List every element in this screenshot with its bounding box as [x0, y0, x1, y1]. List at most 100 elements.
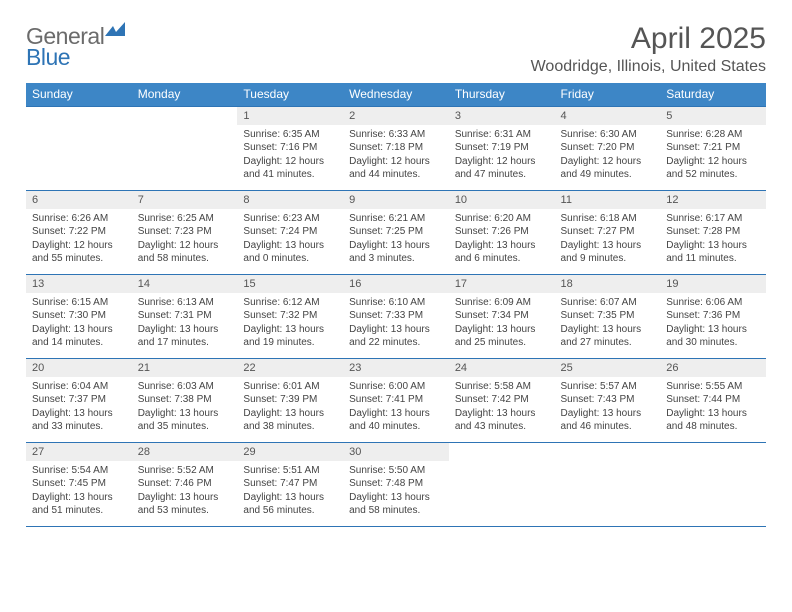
day-data-cell: Sunrise: 6:21 AMSunset: 7:25 PMDaylight:…	[343, 209, 449, 275]
day-number-cell: 13	[26, 275, 132, 293]
sunset-text: Sunset: 7:34 PM	[455, 309, 549, 323]
sunrise-text: Sunrise: 5:51 AM	[243, 464, 337, 478]
daylight-text: Daylight: 13 hours and 53 minutes.	[138, 491, 232, 518]
daylight-text: Daylight: 13 hours and 58 minutes.	[349, 491, 443, 518]
sunrise-text: Sunrise: 6:03 AM	[138, 380, 232, 394]
daylight-text: Daylight: 13 hours and 6 minutes.	[455, 239, 549, 266]
weekday-thu: Thursday	[449, 83, 555, 107]
daylight-text: Daylight: 13 hours and 48 minutes.	[666, 407, 760, 434]
day-number-row: 6789101112	[26, 191, 766, 209]
day-data-cell: Sunrise: 6:30 AMSunset: 7:20 PMDaylight:…	[555, 125, 661, 191]
weekday-tue: Tuesday	[237, 83, 343, 107]
day-number-cell: 30	[343, 443, 449, 461]
sunset-text: Sunset: 7:23 PM	[138, 225, 232, 239]
daylight-text: Daylight: 13 hours and 38 minutes.	[243, 407, 337, 434]
day-data-cell	[660, 461, 766, 527]
day-number-cell	[132, 107, 238, 125]
sunrise-text: Sunrise: 5:57 AM	[561, 380, 655, 394]
sunrise-text: Sunrise: 6:06 AM	[666, 296, 760, 310]
day-data-cell: Sunrise: 6:23 AMSunset: 7:24 PMDaylight:…	[237, 209, 343, 275]
daylight-text: Daylight: 13 hours and 14 minutes.	[32, 323, 126, 350]
sunrise-text: Sunrise: 6:18 AM	[561, 212, 655, 226]
weekday-header-row: Sunday Monday Tuesday Wednesday Thursday…	[26, 83, 766, 107]
sunrise-text: Sunrise: 6:23 AM	[243, 212, 337, 226]
daylight-text: Daylight: 13 hours and 40 minutes.	[349, 407, 443, 434]
day-data-cell: Sunrise: 6:04 AMSunset: 7:37 PMDaylight:…	[26, 377, 132, 443]
day-number-cell: 14	[132, 275, 238, 293]
sunset-text: Sunset: 7:30 PM	[32, 309, 126, 323]
sunset-text: Sunset: 7:47 PM	[243, 477, 337, 491]
sunrise-text: Sunrise: 5:52 AM	[138, 464, 232, 478]
sunset-text: Sunset: 7:35 PM	[561, 309, 655, 323]
day-number-row: 27282930	[26, 443, 766, 461]
day-data-cell: Sunrise: 6:13 AMSunset: 7:31 PMDaylight:…	[132, 293, 238, 359]
day-data-row: Sunrise: 6:26 AMSunset: 7:22 PMDaylight:…	[26, 209, 766, 275]
daylight-text: Daylight: 13 hours and 0 minutes.	[243, 239, 337, 266]
day-number-cell: 10	[449, 191, 555, 209]
sunrise-text: Sunrise: 5:58 AM	[455, 380, 549, 394]
sunset-text: Sunset: 7:27 PM	[561, 225, 655, 239]
daylight-text: Daylight: 13 hours and 25 minutes.	[455, 323, 549, 350]
day-data-cell: Sunrise: 6:10 AMSunset: 7:33 PMDaylight:…	[343, 293, 449, 359]
sunrise-text: Sunrise: 6:15 AM	[32, 296, 126, 310]
logo-mark-icon	[105, 22, 125, 38]
sunset-text: Sunset: 7:24 PM	[243, 225, 337, 239]
sunrise-text: Sunrise: 6:04 AM	[32, 380, 126, 394]
day-data-cell: Sunrise: 6:09 AMSunset: 7:34 PMDaylight:…	[449, 293, 555, 359]
daylight-text: Daylight: 13 hours and 33 minutes.	[32, 407, 126, 434]
sunrise-text: Sunrise: 6:20 AM	[455, 212, 549, 226]
day-data-cell: Sunrise: 6:18 AMSunset: 7:27 PMDaylight:…	[555, 209, 661, 275]
sunrise-text: Sunrise: 6:00 AM	[349, 380, 443, 394]
sunset-text: Sunset: 7:20 PM	[561, 141, 655, 155]
sunset-text: Sunset: 7:48 PM	[349, 477, 443, 491]
weekday-sat: Saturday	[660, 83, 766, 107]
daylight-text: Daylight: 12 hours and 47 minutes.	[455, 155, 549, 182]
day-number-cell: 28	[132, 443, 238, 461]
daylight-text: Daylight: 13 hours and 51 minutes.	[32, 491, 126, 518]
day-data-cell: Sunrise: 6:33 AMSunset: 7:18 PMDaylight:…	[343, 125, 449, 191]
day-data-cell	[26, 125, 132, 191]
day-number-cell: 9	[343, 191, 449, 209]
day-data-cell: Sunrise: 5:54 AMSunset: 7:45 PMDaylight:…	[26, 461, 132, 527]
daylight-text: Daylight: 13 hours and 3 minutes.	[349, 239, 443, 266]
day-data-cell: Sunrise: 5:50 AMSunset: 7:48 PMDaylight:…	[343, 461, 449, 527]
day-number-cell: 23	[343, 359, 449, 377]
sunset-text: Sunset: 7:19 PM	[455, 141, 549, 155]
daylight-text: Daylight: 13 hours and 35 minutes.	[138, 407, 232, 434]
logo-word-blue: Blue	[26, 44, 70, 70]
sunrise-text: Sunrise: 6:01 AM	[243, 380, 337, 394]
header-row: General Blue April 2025 Woodridge, Illin…	[26, 22, 766, 77]
daylight-text: Daylight: 12 hours and 58 minutes.	[138, 239, 232, 266]
daylight-text: Daylight: 13 hours and 27 minutes.	[561, 323, 655, 350]
sunset-text: Sunset: 7:38 PM	[138, 393, 232, 407]
sunrise-text: Sunrise: 6:07 AM	[561, 296, 655, 310]
sunrise-text: Sunrise: 6:28 AM	[666, 128, 760, 142]
daylight-text: Daylight: 13 hours and 30 minutes.	[666, 323, 760, 350]
day-data-cell: Sunrise: 6:28 AMSunset: 7:21 PMDaylight:…	[660, 125, 766, 191]
sunset-text: Sunset: 7:18 PM	[349, 141, 443, 155]
brand-logo: General Blue	[26, 22, 125, 77]
day-number-cell: 12	[660, 191, 766, 209]
sunrise-text: Sunrise: 5:54 AM	[32, 464, 126, 478]
day-number-cell: 15	[237, 275, 343, 293]
sunrise-text: Sunrise: 5:55 AM	[666, 380, 760, 394]
day-number-cell: 7	[132, 191, 238, 209]
daylight-text: Daylight: 13 hours and 9 minutes.	[561, 239, 655, 266]
day-number-cell: 16	[343, 275, 449, 293]
sunrise-text: Sunrise: 6:33 AM	[349, 128, 443, 142]
day-number-cell: 2	[343, 107, 449, 125]
weekday-wed: Wednesday	[343, 83, 449, 107]
day-number-cell: 22	[237, 359, 343, 377]
sunrise-text: Sunrise: 6:09 AM	[455, 296, 549, 310]
sunset-text: Sunset: 7:26 PM	[455, 225, 549, 239]
weekday-fri: Friday	[555, 83, 661, 107]
daylight-text: Daylight: 12 hours and 44 minutes.	[349, 155, 443, 182]
sunset-text: Sunset: 7:45 PM	[32, 477, 126, 491]
daylight-text: Daylight: 12 hours and 41 minutes.	[243, 155, 337, 182]
day-data-cell: Sunrise: 6:26 AMSunset: 7:22 PMDaylight:…	[26, 209, 132, 275]
day-data-cell: Sunrise: 6:07 AMSunset: 7:35 PMDaylight:…	[555, 293, 661, 359]
day-number-cell	[449, 443, 555, 461]
daylight-text: Daylight: 13 hours and 17 minutes.	[138, 323, 232, 350]
day-data-cell: Sunrise: 6:00 AMSunset: 7:41 PMDaylight:…	[343, 377, 449, 443]
day-number-cell: 3	[449, 107, 555, 125]
